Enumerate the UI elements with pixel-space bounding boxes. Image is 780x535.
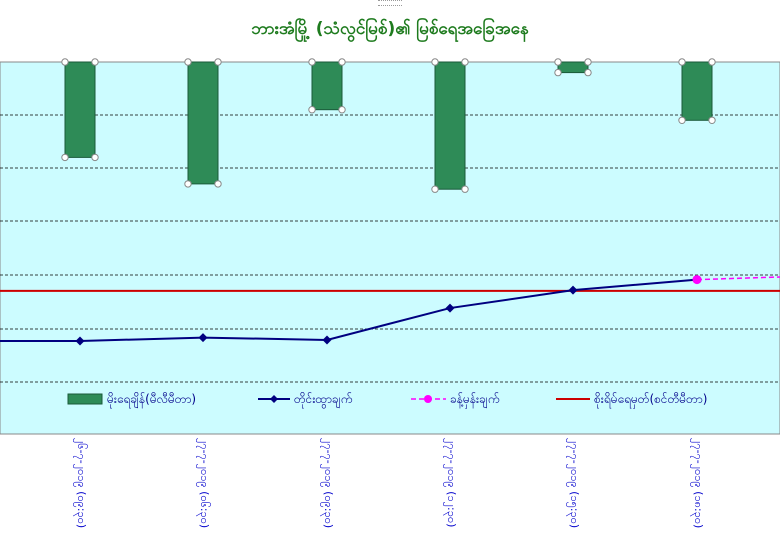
- bar-handle-2-1: [338, 58, 346, 66]
- rainfall-bar-0: [64, 61, 96, 158]
- legend: မိုးရေချိန်(မီလီမီတာ) တိုင်းထွာချက် ခန့်မှ…: [67, 391, 707, 409]
- x-tick-label-2: ၂၇-၇-၂၀၁၉ (၀၉:၃၀): [320, 438, 335, 528]
- observed-point-1: [198, 333, 208, 343]
- legend-forecast-marker: [424, 395, 432, 403]
- bar-handle-4-0: [554, 58, 562, 66]
- x-tick-label-3: ၂၇-၇-၂၀၁၉ (၁၂:၃၀): [443, 438, 458, 527]
- bar-handle-3-0: [431, 58, 439, 66]
- x-tick-label-5: ၂၇-၇-၂၀၁၉ (၁၈:၃၀): [690, 438, 705, 528]
- resize-handle[interactable]: [378, 0, 402, 6]
- legend-rainfall-label: မိုးရေချိန်(မီလီမီတာ): [107, 391, 196, 409]
- legend-observed-label: တိုင်းထွာချက်: [294, 391, 352, 409]
- observed-point-0: [75, 336, 85, 346]
- observed-point-3: [445, 303, 455, 313]
- bar-handle-0-1: [91, 58, 99, 66]
- bar-handle-2-2: [308, 106, 316, 114]
- rainfall-bar-4: [557, 61, 589, 74]
- bar-handle-1-3: [214, 180, 222, 188]
- bar-handle-0-3: [91, 153, 99, 162]
- observed-point-2: [322, 335, 332, 345]
- bar-handle-0-0: [61, 58, 69, 66]
- legend-forecast-label: ခန့်မှန်းချက်: [450, 391, 499, 409]
- bar-handle-1-1: [214, 58, 222, 66]
- forecast-line: [696, 276, 780, 281]
- bar-handle-4-3: [584, 68, 592, 77]
- x-tick-label-1: ၂၇-၇-၂၀၁၉ (၀၆:၃၀): [196, 438, 211, 528]
- x-tick-labels: ၂၆-၇-၂၀၁၉ (၀၉:၃၀) ၂၇-၇-၂၀၁၉ (၀၆:၃၀) ၂၇-၇-၂…: [73, 438, 705, 528]
- plot-area: [0, 61, 780, 435]
- bar-handle-5-3: [708, 116, 716, 125]
- bar-handle-3-2: [431, 185, 439, 193]
- bar-handle-5-0: [678, 58, 686, 66]
- bar-handle-2-0: [308, 58, 316, 66]
- observed-point-4: [568, 285, 578, 295]
- rainfall-bar-5: [681, 61, 713, 121]
- x-tick-label-0: ၂၆-၇-၂၀၁၉ (၀၉:၃၀): [73, 438, 88, 528]
- grid-lines: [0, 114, 780, 383]
- bar-handle-4-1: [584, 58, 592, 66]
- rainfall-bar-3: [434, 61, 466, 190]
- rainfall-bars: [61, 58, 716, 193]
- legend-danger-label: စိုးရိမ်ရေမှတ်(စင်တီမီတာ): [594, 391, 707, 409]
- legend-observed-marker: [270, 395, 278, 403]
- chart-title: ဘားအံမြို့ (သံလွင်မြစ်)၏ မြစ်ရေအခြေအနေ: [251, 19, 529, 39]
- bar-handle-3-1: [461, 58, 469, 66]
- bar-handle-1-2: [184, 180, 192, 188]
- x-tick-label-4: ၂၇-၇-၂၀၁၉ (၁၅:၃၀): [566, 438, 581, 528]
- bar-handle-0-2: [61, 153, 69, 162]
- bar-handle-2-3: [338, 106, 346, 114]
- rainfall-bar-2: [311, 61, 343, 111]
- bar-handle-4-2: [554, 68, 562, 77]
- bar-handle-5-2: [678, 116, 686, 125]
- rainfall-bar-1: [187, 61, 219, 185]
- forecast-point-0: [692, 275, 702, 285]
- level-lines: [0, 275, 780, 346]
- legend-rainfall-swatch: [67, 393, 103, 405]
- bar-handle-3-3: [461, 185, 469, 193]
- bar-handle-5-1: [708, 58, 716, 66]
- bar-handle-1-0: [184, 58, 192, 66]
